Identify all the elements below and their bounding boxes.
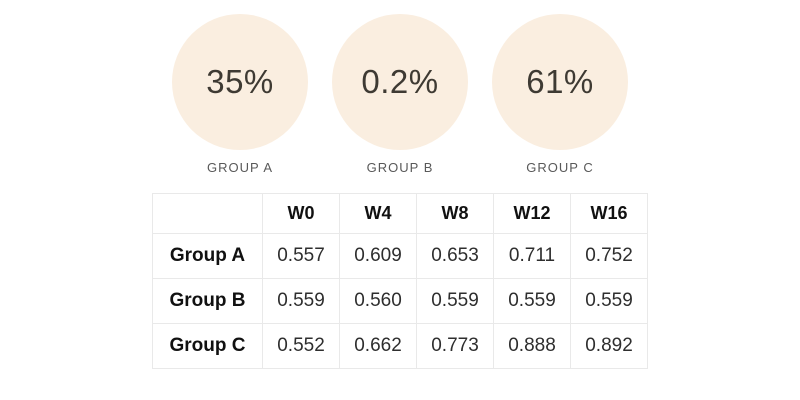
cell-group-c-w16: 0.892 [570,323,648,369]
table-row-group-c: Group C 0.552 0.662 0.773 0.888 0.892 [152,323,648,369]
stat-circle-group-c: 61% [492,14,628,150]
stat-label-group-a: GROUP A [206,160,273,175]
table-corner-cell [152,193,263,234]
cell-group-b-w16: 0.559 [570,278,648,324]
table-body: Group A 0.557 0.609 0.653 0.711 0.752 Gr… [152,233,648,369]
cell-group-b-w12: 0.559 [493,278,571,324]
stat-value-group-a: 35% [206,63,274,100]
cell-group-a-w0: 0.557 [262,233,340,279]
row-header-group-a: Group A [152,233,263,279]
cell-group-a-w12: 0.711 [493,233,571,279]
stat-value-group-c: 61% [526,63,594,100]
cell-group-b-w0: 0.559 [262,278,340,324]
row-header-group-b: Group B [152,278,263,324]
row-header-group-c: Group C [152,323,263,369]
stat-label-group-b: GROUP B [366,160,434,175]
cell-group-c-w4: 0.662 [339,323,417,369]
stats-row: 35% GROUP A 0.2% GROUP B 61% GROUP C [172,14,628,175]
table-row-group-a: Group A 0.557 0.609 0.653 0.711 0.752 [152,233,648,279]
column-header-w4: W4 [339,193,417,234]
stat-label-group-c: GROUP C [526,160,594,175]
table-header: W0 W4 W8 W12 W16 [152,193,648,234]
table-header-row: W0 W4 W8 W12 W16 [152,193,648,234]
table-row-group-b: Group B 0.559 0.560 0.559 0.559 0.559 [152,278,648,324]
data-table: W0 W4 W8 W12 W16 Group A 0.557 0.609 0.6… [152,193,648,369]
stat-group-c: 61% GROUP C [492,14,628,175]
cell-group-b-w4: 0.560 [339,278,417,324]
cell-group-a-w16: 0.752 [570,233,648,279]
column-header-w8: W8 [416,193,494,234]
cell-group-a-w4: 0.609 [339,233,417,279]
stat-value-group-b: 0.2% [361,63,439,100]
stat-circle-group-b: 0.2% [332,14,468,150]
cell-group-c-w0: 0.552 [262,323,340,369]
column-header-w16: W16 [570,193,648,234]
column-header-w12: W12 [493,193,571,234]
data-table-wrap: W0 W4 W8 W12 W16 Group A 0.557 0.609 0.6… [152,193,648,369]
stat-group-b: 0.2% GROUP B [332,14,468,175]
cell-group-b-w8: 0.559 [416,278,494,324]
column-header-w0: W0 [262,193,340,234]
cell-group-c-w8: 0.773 [416,323,494,369]
cell-group-c-w12: 0.888 [493,323,571,369]
stat-circle-group-a: 35% [172,14,308,150]
stat-group-a: 35% GROUP A [172,14,308,175]
cell-group-a-w8: 0.653 [416,233,494,279]
